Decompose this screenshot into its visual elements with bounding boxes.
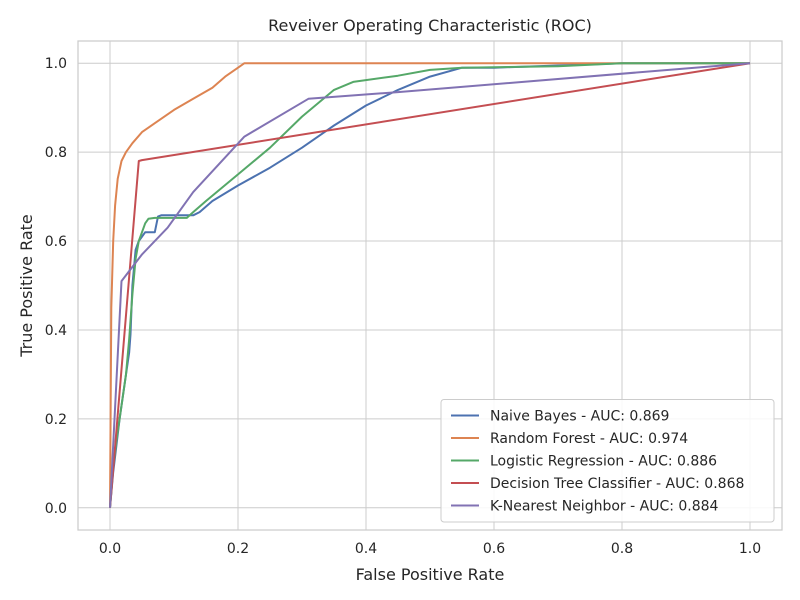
x-tick-label: 0.4 [355,541,377,557]
series-line-2 [109,62,750,508]
y-tick-label: 0.4 [45,323,67,339]
series-line-3 [109,62,751,508]
series-line-1 [109,62,750,508]
series-line-4 [109,62,751,508]
x-axis-label: False Positive Rate [356,565,505,584]
tick-labels: 0.0 0.2 0.4 0.6 0.8 1.0 0.0 0.2 0.4 0.6 0.8 1.0 [45,56,761,557]
x-tick-label: 1.0 [739,541,761,557]
series-layer [109,62,751,508]
y-tick-label: 0.2 [45,412,67,428]
legend-label-1: Random Forest - AUC: 0.974 [490,431,688,447]
y-tick-label: 0.0 [45,501,67,517]
y-tick-label: 1.0 [45,56,67,72]
y-axis-label: True Positive Rate [17,214,36,358]
legend-label-3: Decision Tree Classifier - AUC: 0.868 [490,476,744,492]
legend: Naive Bayes - AUC: 0.869 Random Forest - … [440,399,775,523]
plot-area-frame [77,40,783,531]
legend-label-4: K-Nearest Neighbor - AUC: 0.884 [490,499,719,515]
x-tick-label: 0.0 [99,541,121,557]
chart-title: Reveiver Operating Characteristic (ROC) [268,16,592,35]
legend-label-0: Naive Bayes - AUC: 0.869 [490,409,669,425]
grid-lines [78,41,782,530]
legend-label-2: Logistic Regression - AUC: 0.886 [490,454,717,470]
legend-box [440,399,775,523]
y-tick-label: 0.8 [45,145,67,161]
x-tick-label: 0.8 [611,541,633,557]
x-tick-label: 0.2 [227,541,249,557]
y-tick-label: 0.6 [45,234,67,250]
x-tick-label: 0.6 [483,541,505,557]
